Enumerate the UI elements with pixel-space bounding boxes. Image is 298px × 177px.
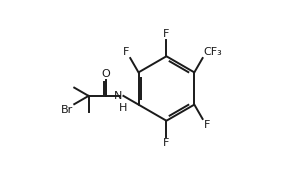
Text: H: H (119, 103, 127, 113)
Text: N: N (114, 91, 122, 101)
Text: F: F (123, 47, 129, 57)
Text: F: F (163, 29, 170, 39)
Text: F: F (204, 120, 210, 130)
Text: CF₃: CF₃ (204, 47, 222, 57)
Text: Br: Br (61, 105, 73, 115)
Text: O: O (102, 69, 110, 79)
Text: F: F (163, 138, 170, 148)
